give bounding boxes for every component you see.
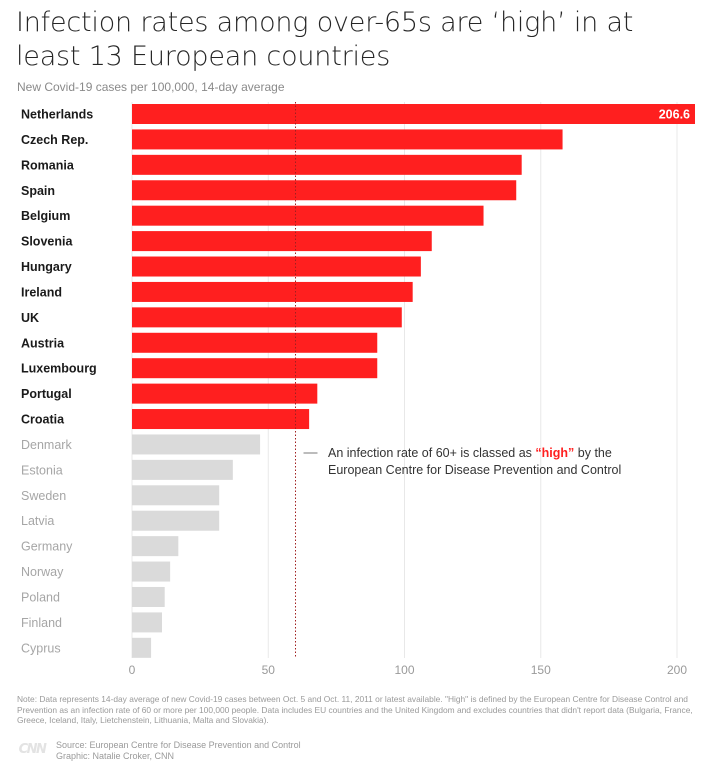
bar	[132, 561, 171, 582]
category-label: Germany	[21, 540, 73, 554]
bar-chart: 0 50 100 150 200 Netherlands Czech Rep. Romania…	[21, 102, 695, 677]
category-label: Spain	[21, 184, 55, 198]
bar	[132, 281, 413, 302]
category-label: Netherlands	[21, 108, 93, 122]
bar	[132, 409, 310, 430]
chart-subtitle: New Covid-19 cases per 100,000, 14-day a…	[17, 80, 285, 94]
category-label: Ireland	[21, 285, 62, 299]
source-credit: Source: European Centre for Disease Prev…	[56, 740, 301, 750]
category-label: Denmark	[21, 438, 72, 452]
bar	[132, 510, 220, 531]
bar	[132, 129, 563, 150]
x-tick-label: 100	[394, 663, 414, 677]
category-label: Latvia	[21, 514, 54, 528]
category-label: Estonia	[21, 463, 63, 477]
annotation-line-1: An infection rate of 60+ is classed as “…	[328, 446, 612, 460]
bar	[132, 231, 432, 252]
bar	[132, 586, 165, 607]
category-label: Portugal	[21, 387, 72, 401]
bar	[132, 180, 517, 201]
annotation-line-2: European Centre for Disease Prevention a…	[328, 463, 621, 477]
category-label: Norway	[21, 565, 64, 579]
x-tick-label: 50	[262, 663, 276, 677]
bar	[132, 612, 162, 633]
x-tick-label: 200	[667, 663, 687, 677]
bar	[132, 332, 378, 353]
x-tick-label: 150	[531, 663, 551, 677]
category-label: Slovenia	[21, 235, 73, 249]
annotation-text: by the	[574, 446, 612, 460]
bar	[132, 383, 318, 404]
chart-title: Infection rates among over-65s are ‘high…	[16, 7, 634, 72]
category-label: UK	[21, 311, 39, 325]
category-label: Romania	[21, 158, 75, 172]
bar	[132, 637, 152, 658]
data-label: 206.6	[659, 108, 690, 122]
graphic-credit: Graphic: Natalie Croker, CNN	[56, 751, 175, 761]
bar	[132, 459, 233, 480]
category-label: Croatia	[21, 413, 65, 427]
annotation-text: An infection rate of 60+ is classed as	[328, 446, 535, 460]
bar	[132, 307, 402, 328]
bar	[132, 256, 421, 277]
category-label: Hungary	[21, 260, 72, 274]
bar	[132, 104, 695, 124]
category-label: Czech Rep.	[21, 133, 88, 147]
bar	[132, 154, 522, 175]
category-label: Luxembourg	[21, 362, 97, 376]
category-label: Poland	[21, 590, 60, 604]
bar	[132, 205, 484, 226]
category-label: Sweden	[21, 489, 66, 503]
cnn-logo: CNN	[18, 741, 47, 757]
chart-note: Note: Data represents 14-day average of …	[17, 694, 693, 725]
category-label: Belgium	[21, 209, 70, 223]
category-label: Finland	[21, 616, 62, 630]
category-label: Cyprus	[21, 641, 61, 655]
bar	[132, 434, 261, 455]
annotation-highlight: “high”	[535, 446, 574, 460]
bar	[132, 485, 220, 506]
credits: Source: European Centre for Disease Prev…	[56, 740, 301, 762]
bar	[132, 358, 378, 379]
category-label: Austria	[21, 336, 65, 350]
x-tick-label: 0	[129, 663, 136, 677]
bar	[132, 536, 179, 557]
